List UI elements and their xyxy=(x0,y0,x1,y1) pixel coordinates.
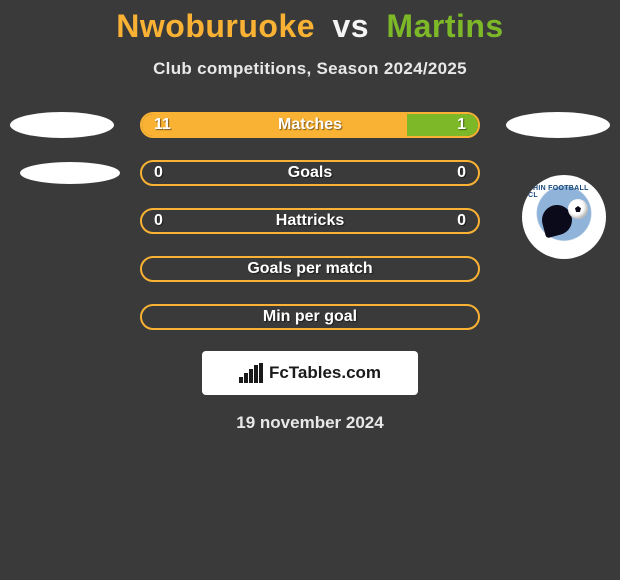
stat-label: Hattricks xyxy=(276,212,344,230)
player2-avatar-1 xyxy=(506,112,610,138)
main-title: Nwoburuoke vs Martins xyxy=(0,8,620,45)
club-badge-icon: PHIN FOOTBALL CL xyxy=(522,175,606,259)
player1-avatar-2 xyxy=(20,162,120,184)
bar-right-fill xyxy=(407,114,478,136)
bar-gpm: Goals per match xyxy=(140,256,480,282)
stat-value-right: 0 xyxy=(457,212,466,230)
bar-mpg: Min per goal xyxy=(140,304,480,330)
fctables-icon xyxy=(239,363,263,383)
stat-row-hattricks: 0 Hattricks 0 PHIN FOOTBALL CL xyxy=(0,207,620,235)
stat-row-mpg: Min per goal xyxy=(0,303,620,331)
stat-label: Min per goal xyxy=(263,308,357,326)
bar-left-fill xyxy=(142,114,407,136)
stat-value-right: 0 xyxy=(457,164,466,182)
stat-value-left: 0 xyxy=(154,212,163,230)
stat-value-left: 0 xyxy=(154,164,163,182)
comparison-widget: Nwoburuoke vs Martins Club competitions,… xyxy=(0,0,620,433)
player1-name: Nwoburuoke xyxy=(116,8,315,44)
stats-rows: 11 Matches 1 0 Goals 0 xyxy=(0,111,620,331)
bar-hattricks: 0 Hattricks 0 xyxy=(140,208,480,234)
ellipse-icon xyxy=(10,112,114,138)
stat-row-matches: 11 Matches 1 xyxy=(0,111,620,139)
stat-value-right: 1 xyxy=(457,116,466,134)
soccer-ball-icon xyxy=(568,199,588,219)
stat-label: Goals xyxy=(288,164,332,182)
date-text: 19 november 2024 xyxy=(0,413,620,433)
player2-name: Martins xyxy=(386,8,503,44)
stat-value-left: 11 xyxy=(154,116,171,134)
ellipse-icon xyxy=(506,112,610,138)
stat-label: Goals per match xyxy=(247,260,372,278)
fctables-text: FcTables.com xyxy=(269,363,381,383)
stat-label: Matches xyxy=(278,116,342,134)
ellipse-icon xyxy=(20,162,120,184)
player1-avatar-1 xyxy=(10,112,114,138)
bar-goals: 0 Goals 0 xyxy=(140,160,480,186)
club-badge-text: PHIN FOOTBALL CL xyxy=(528,185,600,199)
bar-matches: 11 Matches 1 xyxy=(140,112,480,138)
fctables-badge[interactable]: FcTables.com xyxy=(202,351,418,395)
player2-club-badge: PHIN FOOTBALL CL xyxy=(522,175,606,259)
vs-text: vs xyxy=(332,8,369,44)
subtitle: Club competitions, Season 2024/2025 xyxy=(0,59,620,79)
stat-row-gpm: Goals per match xyxy=(0,255,620,283)
